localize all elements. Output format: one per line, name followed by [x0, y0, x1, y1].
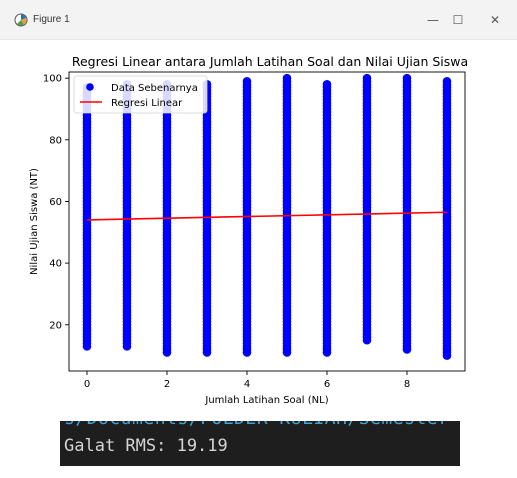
plot-frame: [68, 71, 466, 372]
y-tick-label: 80: [49, 135, 62, 146]
scatter-point: [402, 73, 412, 83]
legend-box: [73, 75, 208, 114]
x-tick-label: 4: [244, 379, 250, 390]
regression-chart: Regresi Linear antara Jumlah Latihan Soa…: [29, 54, 468, 406]
maximize-button[interactable]: ☐: [452, 13, 464, 27]
matplotlib-app-icon: [14, 13, 28, 27]
x-tick-label: 8: [404, 379, 410, 390]
x-axis-label: Jumlah Latihan Soal (NL): [204, 395, 328, 406]
legend-label-data: Data Sebenarnya: [111, 83, 198, 94]
chart-title: Regresi Linear antara Jumlah Latihan Soa…: [72, 54, 468, 69]
x-tick-label: 0: [84, 379, 90, 390]
scatter-point: [242, 76, 252, 86]
regression-line: [86, 211, 448, 221]
rms-error-output: Galat RMS: 19.19: [64, 436, 228, 456]
y-tick-label: 60: [49, 197, 62, 208]
x-tick-label: 2: [164, 379, 170, 390]
legend-label-regression: Regresi Linear: [111, 98, 183, 109]
scatter-point: [322, 80, 332, 89]
legend-scatter-marker: [86, 83, 94, 91]
y-axis-label: Nilai Ujian Siswa (NT): [29, 168, 40, 275]
close-button[interactable]: ✕: [489, 13, 501, 27]
x-tick-label: 6: [324, 379, 330, 390]
scatter-point: [282, 73, 292, 83]
terminal-output: s/Documents/FOLDER KULIAH/Semester Galat…: [60, 421, 460, 466]
y-tick-label: 20: [49, 320, 62, 331]
y-tick-label: 40: [49, 259, 62, 270]
minimize-button[interactable]: —: [427, 13, 439, 27]
scatter-point: [442, 76, 452, 86]
terminal-previous-line: s/Documents/FOLDER KULIAH/Semester: [64, 421, 449, 429]
window-title: Figure 1: [33, 14, 70, 25]
y-tick-label: 100: [43, 74, 62, 85]
scatter-point: [362, 73, 372, 83]
figure-canvas: Regresi Linear antara Jumlah Latihan Soa…: [0, 41, 517, 421]
window-titlebar: Figure 1 — ☐ ✕: [0, 0, 517, 40]
